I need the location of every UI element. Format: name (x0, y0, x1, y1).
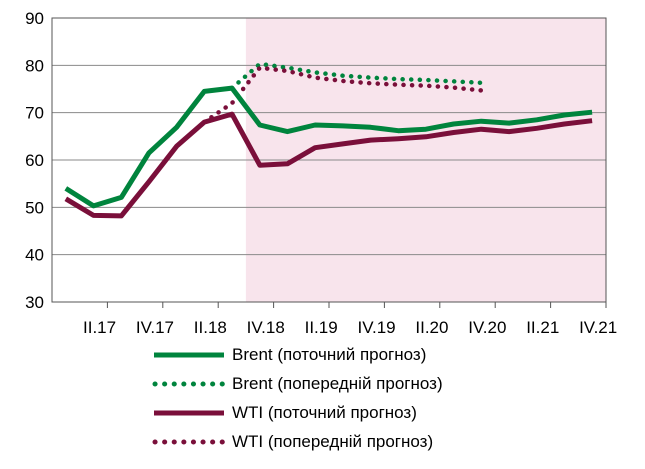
y-tick-label: 30 (25, 293, 44, 312)
x-tick-label: IV.17 (136, 318, 174, 337)
x-tick-label: II.19 (305, 318, 338, 337)
series-line-2 (64, 111, 593, 219)
series-line-3 (202, 65, 484, 125)
y-tick-label: 70 (25, 104, 44, 123)
series-line-0 (64, 85, 593, 209)
legend-item-wti-previous: WTI (попередній прогноз) (152, 427, 443, 456)
y-tick-label: 90 (25, 9, 44, 28)
x-tick-label: II.20 (415, 318, 448, 337)
legend-label-wti-previous: WTI (попередній прогноз) (232, 431, 434, 451)
x-tick-label: IV.20 (468, 318, 506, 337)
legend-item-brent-previous: Brent (попередній прогноз) (152, 369, 443, 398)
legend-label-brent-current: Brent (поточний прогноз) (232, 344, 427, 364)
legend-swatch-wti-current (152, 409, 226, 417)
legend: Brent (поточний прогноз) Brent (попередн… (152, 340, 443, 456)
y-tick-label: 50 (25, 198, 44, 217)
x-tick-label: IV.19 (357, 318, 395, 337)
x-tick-label: II.21 (526, 318, 559, 337)
x-axis-ticks: II.17 IV.17 II.18 IV.18 II.19 IV.19 II.20 IV.20… (83, 302, 617, 337)
y-axis-ticks: 30 40 50 60 70 80 90 (25, 9, 44, 312)
y-tick-label: 40 (25, 246, 44, 265)
oil-price-chart: 30 40 50 60 70 80 90 II.17 IV.17 II.18 IV.18 II.19… (25, 9, 617, 337)
x-tick-label: II.18 (194, 318, 227, 337)
x-tick-label: IV.21 (579, 318, 617, 337)
legend-label-wti-current: WTI (поточний прогноз) (232, 402, 417, 422)
legend-item-brent-current: Brent (поточний прогноз) (152, 340, 443, 369)
legend-item-wti-current: WTI (поточний прогноз) (152, 398, 443, 427)
legend-swatch-brent-previous (152, 380, 226, 388)
series-line-1 (229, 61, 484, 91)
plot-frame (51, 17, 607, 303)
x-tick-label: II.17 (83, 318, 116, 337)
y-tick-label: 80 (25, 56, 44, 75)
legend-label-brent-previous: Brent (попередній прогноз) (232, 373, 443, 393)
series-lines (64, 61, 593, 219)
x-tick-label: IV.18 (247, 318, 285, 337)
legend-swatch-brent-current (152, 351, 226, 359)
legend-swatch-wti-previous (152, 438, 226, 446)
y-tick-label: 60 (25, 151, 44, 170)
